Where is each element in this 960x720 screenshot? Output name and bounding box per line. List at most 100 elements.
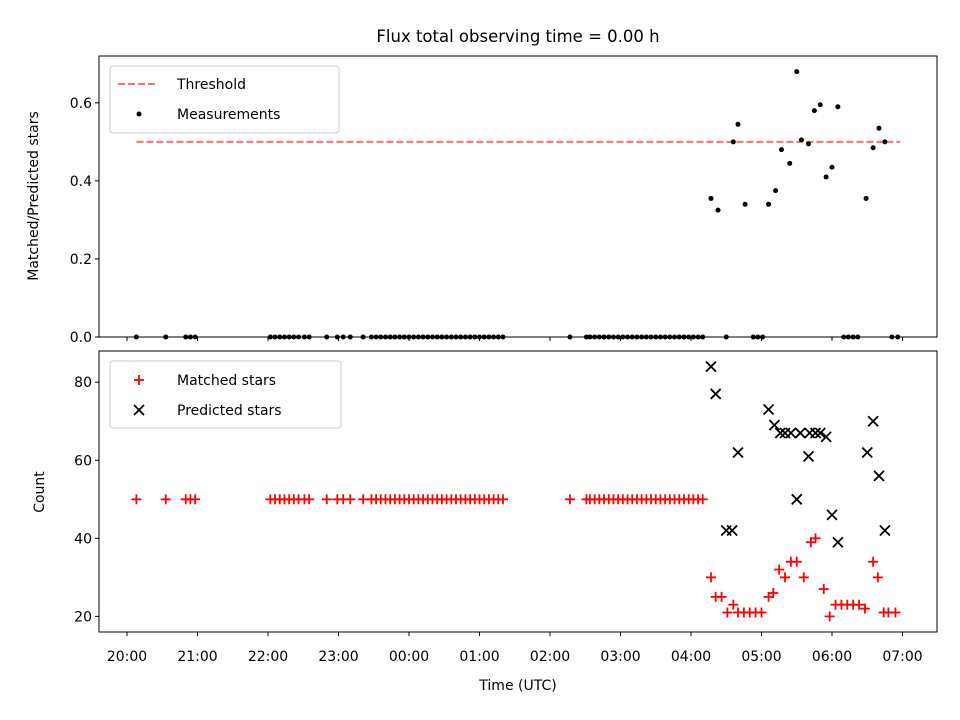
matched-star-marker (872, 572, 883, 583)
x-tick-label: 04:00 (671, 649, 711, 665)
matched-star-marker (756, 607, 767, 618)
matched-star-marker (716, 591, 727, 602)
matched-star-marker (160, 494, 171, 505)
matched-star-marker (564, 494, 575, 505)
top-ylabel: Matched/Predicted stars (26, 111, 42, 281)
measurement-point (730, 139, 736, 145)
x-tick-label: 23:00 (318, 649, 358, 665)
matched-star-marker (824, 611, 835, 622)
matched-star-marker (728, 599, 739, 610)
matched-star-marker (131, 494, 142, 505)
matched-star-marker (697, 494, 708, 505)
matched-star-marker (859, 603, 870, 614)
legend-predicted-label: Predicted stars (177, 403, 282, 419)
x-tick-label: 05:00 (741, 649, 781, 665)
bottom-axes-frame (98, 350, 938, 633)
predicted-star-marker (879, 524, 891, 537)
matched-star-marker (345, 494, 356, 505)
bottom-legend-box (109, 360, 342, 429)
top-legend: Threshold Measurements (109, 65, 340, 134)
legend-matched-swatch (134, 375, 144, 385)
matched-star-marker (774, 564, 785, 575)
measurement-point (817, 102, 823, 108)
predicted-star-marker (705, 360, 717, 373)
legend-matched-label: Matched stars (177, 373, 276, 389)
matched-star-marker (868, 556, 879, 567)
measurement-point (863, 195, 869, 201)
x-tick-label: 01:00 (459, 649, 499, 665)
measurement-point (829, 164, 835, 170)
matched-star-marker (722, 607, 733, 618)
x-tick-label: 06:00 (812, 649, 852, 665)
matched-star-marker (780, 572, 790, 583)
predicted-star-marker (814, 427, 826, 439)
top-y-axis: 0.0 0.2 0.4 0.6 (70, 96, 99, 346)
predicted-star-marker (710, 388, 722, 400)
measurement-point (823, 174, 829, 180)
measurement-point (773, 188, 779, 194)
predicted-star-marker (774, 427, 786, 439)
predicted-star-marker (785, 427, 797, 439)
bottom-legend: Matched stars Predicted stars (109, 360, 342, 429)
measurement-point (708, 195, 714, 201)
bottom-y-axis: 20 40 60 80 (74, 375, 99, 625)
predicted-star-marker (867, 415, 879, 427)
matched-star-marker (810, 533, 821, 544)
predicted-star-marker (794, 427, 806, 439)
matched-star-marker (304, 494, 315, 505)
predicted-star-marker (861, 446, 873, 459)
predicted-star-marker (809, 427, 822, 439)
measurement-point (876, 125, 882, 131)
predicted-star-marker (791, 493, 803, 505)
measurement-point (882, 139, 888, 145)
predicted-star-marker (726, 524, 738, 537)
matched-star-marker (791, 556, 802, 567)
measurement-point (811, 108, 817, 114)
bottom-y-tick-label: 20 (74, 609, 92, 625)
matched-star-marker (498, 494, 508, 505)
bottom-y-tick-label: 40 (74, 531, 92, 547)
measurement-point (766, 201, 772, 207)
legend-threshold-label: Threshold (176, 77, 246, 93)
matched-star-marker (818, 584, 829, 595)
x-axis: 20:00 21:00 22:00 23:00 00:00 01:00 02:00 03:00… (107, 632, 923, 665)
matched-star-marker (190, 494, 201, 505)
legend-measurements-swatch (136, 111, 142, 117)
matched-star-marker (321, 494, 332, 505)
top-y-tick-label: 0.6 (70, 96, 92, 112)
predicted-star-marker (732, 446, 744, 459)
top-plot-area (133, 69, 901, 340)
measurement-point (787, 160, 793, 166)
measurement-point (806, 141, 811, 147)
x-tick-label: 22:00 (248, 649, 288, 665)
measurement-point (794, 69, 800, 75)
legend-measurements-label: Measurements (177, 107, 280, 123)
bottom-ylabel: Count (32, 471, 48, 513)
measurement-point (715, 207, 721, 213)
top-y-tick-label: 0.0 (70, 330, 92, 346)
top-y-tick-label: 0.4 (70, 174, 92, 190)
top-axes-frame (98, 55, 938, 338)
x-axis-label: Time (UTC) (478, 678, 556, 694)
measurement-point (742, 201, 748, 207)
predicted-star-marker (826, 509, 838, 521)
x-tick-label: 03:00 (600, 649, 640, 665)
top-legend-box (109, 65, 340, 134)
x-tick-label: 00:00 (389, 649, 429, 665)
top-y-tick-label: 0.2 (70, 252, 92, 268)
predicted-star-marker (820, 431, 832, 443)
x-tick-label: 21:00 (177, 649, 217, 665)
matched-star-marker (890, 607, 901, 618)
x-tick-label: 02:00 (530, 649, 570, 665)
measurement-point (798, 137, 804, 143)
bottom-y-tick-label: 80 (74, 375, 92, 391)
predicted-star-marker (873, 470, 885, 482)
predicted-star-marker (832, 536, 844, 548)
measurement-point (735, 121, 741, 127)
matched-star-marker (798, 572, 809, 583)
bottom-y-tick-label: 60 (74, 453, 92, 469)
matched-star-marker (705, 572, 716, 583)
x-tick-label: 20:00 (107, 649, 147, 665)
measurement-point (835, 104, 841, 110)
x-tick-label: 07:00 (882, 649, 922, 665)
